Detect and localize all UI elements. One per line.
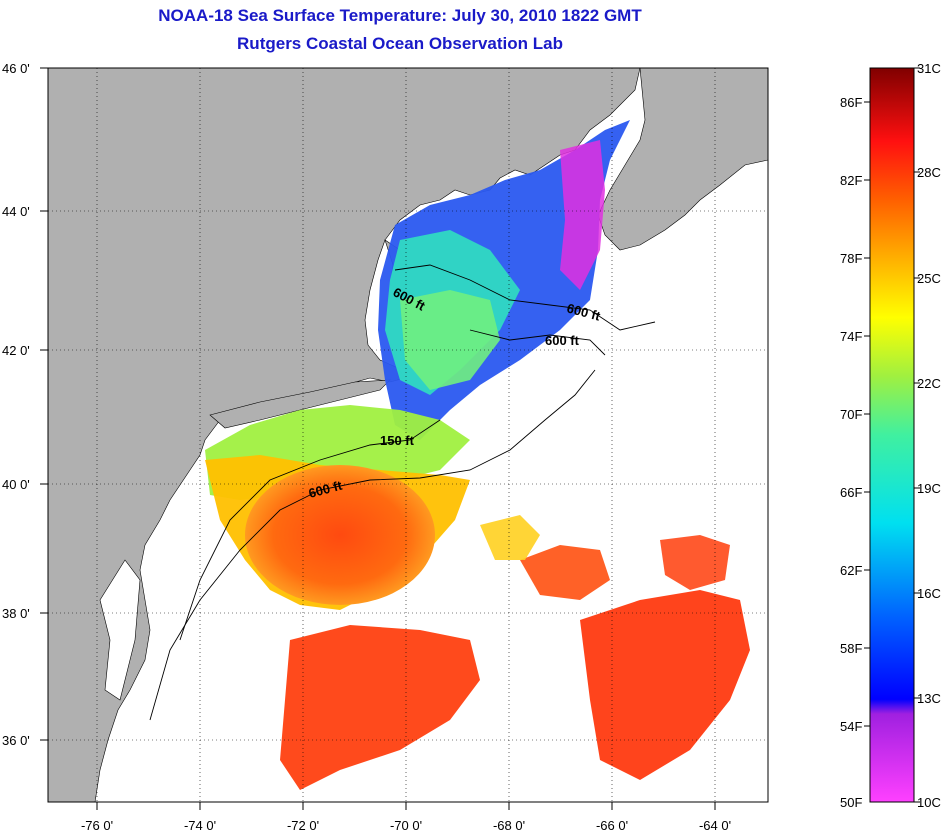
lon-label-66: -66 0': [596, 818, 628, 833]
cb-label-22c: 22C: [917, 376, 941, 391]
lat-label-36: 36 0': [2, 733, 30, 748]
cb-label-86f: 86F: [840, 95, 863, 110]
colorbar-ticks: [864, 67, 920, 803]
cb-label-16c: 16C: [917, 586, 941, 601]
cb-label-66f: 66F: [840, 485, 863, 500]
cb-label-31c: 31C: [917, 61, 941, 76]
sst-shelf-green-2: [400, 290, 500, 390]
cb-label-78f: 78F: [840, 251, 863, 266]
contour-label-basin: 600 ft: [545, 333, 580, 348]
map-title: NOAA-18 Sea Surface Temperature: July 30…: [158, 6, 642, 25]
lon-label-72: -72 0': [287, 818, 319, 833]
cb-label-82f: 82F: [840, 173, 863, 188]
land-long-island: [209, 379, 391, 429]
lat-label-40: 40 0': [2, 477, 30, 492]
lon-label-68: -68 0': [493, 818, 525, 833]
lon-label-76: -76 0': [81, 818, 113, 833]
lat-label-46: 46 0': [2, 61, 30, 76]
cb-label-62f: 62F: [840, 563, 863, 578]
graticule: [48, 68, 768, 802]
cb-label-25c: 25C: [917, 271, 941, 286]
cb-label-19c: 19C: [917, 481, 941, 496]
map-subtitle: Rutgers Coastal Ocean Observation Lab: [237, 34, 563, 53]
axis-ticks: [40, 67, 716, 810]
sst-offshore-warm-1: [280, 625, 480, 790]
cb-label-74f: 74F: [840, 329, 863, 344]
cb-label-13c: 13C: [917, 691, 941, 706]
sst-magenta-patch: [560, 140, 605, 290]
lat-label-42: 42 0': [2, 343, 30, 358]
sst-offshore-warm-2: [580, 590, 750, 780]
contour-600ft-basin: [469, 329, 606, 356]
cb-label-28c: 28C: [917, 165, 941, 180]
land-canada: [597, 68, 768, 251]
lat-label-38: 38 0': [2, 606, 30, 621]
contour-600ft-gom: [394, 264, 656, 331]
cb-label-54f: 54F: [840, 719, 863, 734]
sst-offshore-warm-4: [660, 535, 730, 590]
land-delmarva: [99, 559, 141, 701]
sst-offshore-warm-3: [520, 545, 610, 600]
colorbar: [869, 67, 915, 803]
lon-label-70: -70 0': [390, 818, 422, 833]
cb-label-58f: 58F: [840, 641, 863, 656]
lat-label-44: 44 0': [2, 204, 30, 219]
lon-label-74: -74 0': [184, 818, 216, 833]
contour-150ft: [179, 419, 441, 641]
cb-label-10c: 10C: [917, 795, 941, 810]
sst-offshore-yellow: [480, 515, 540, 560]
cb-label-50f: 50F: [840, 795, 863, 810]
lon-label-64: -64 0': [699, 818, 731, 833]
map-frame: [47, 67, 769, 803]
cb-label-70f: 70F: [840, 407, 863, 422]
sst-warm-eddy: [245, 465, 435, 605]
contour-label-150ft: 150 ft: [380, 433, 415, 448]
